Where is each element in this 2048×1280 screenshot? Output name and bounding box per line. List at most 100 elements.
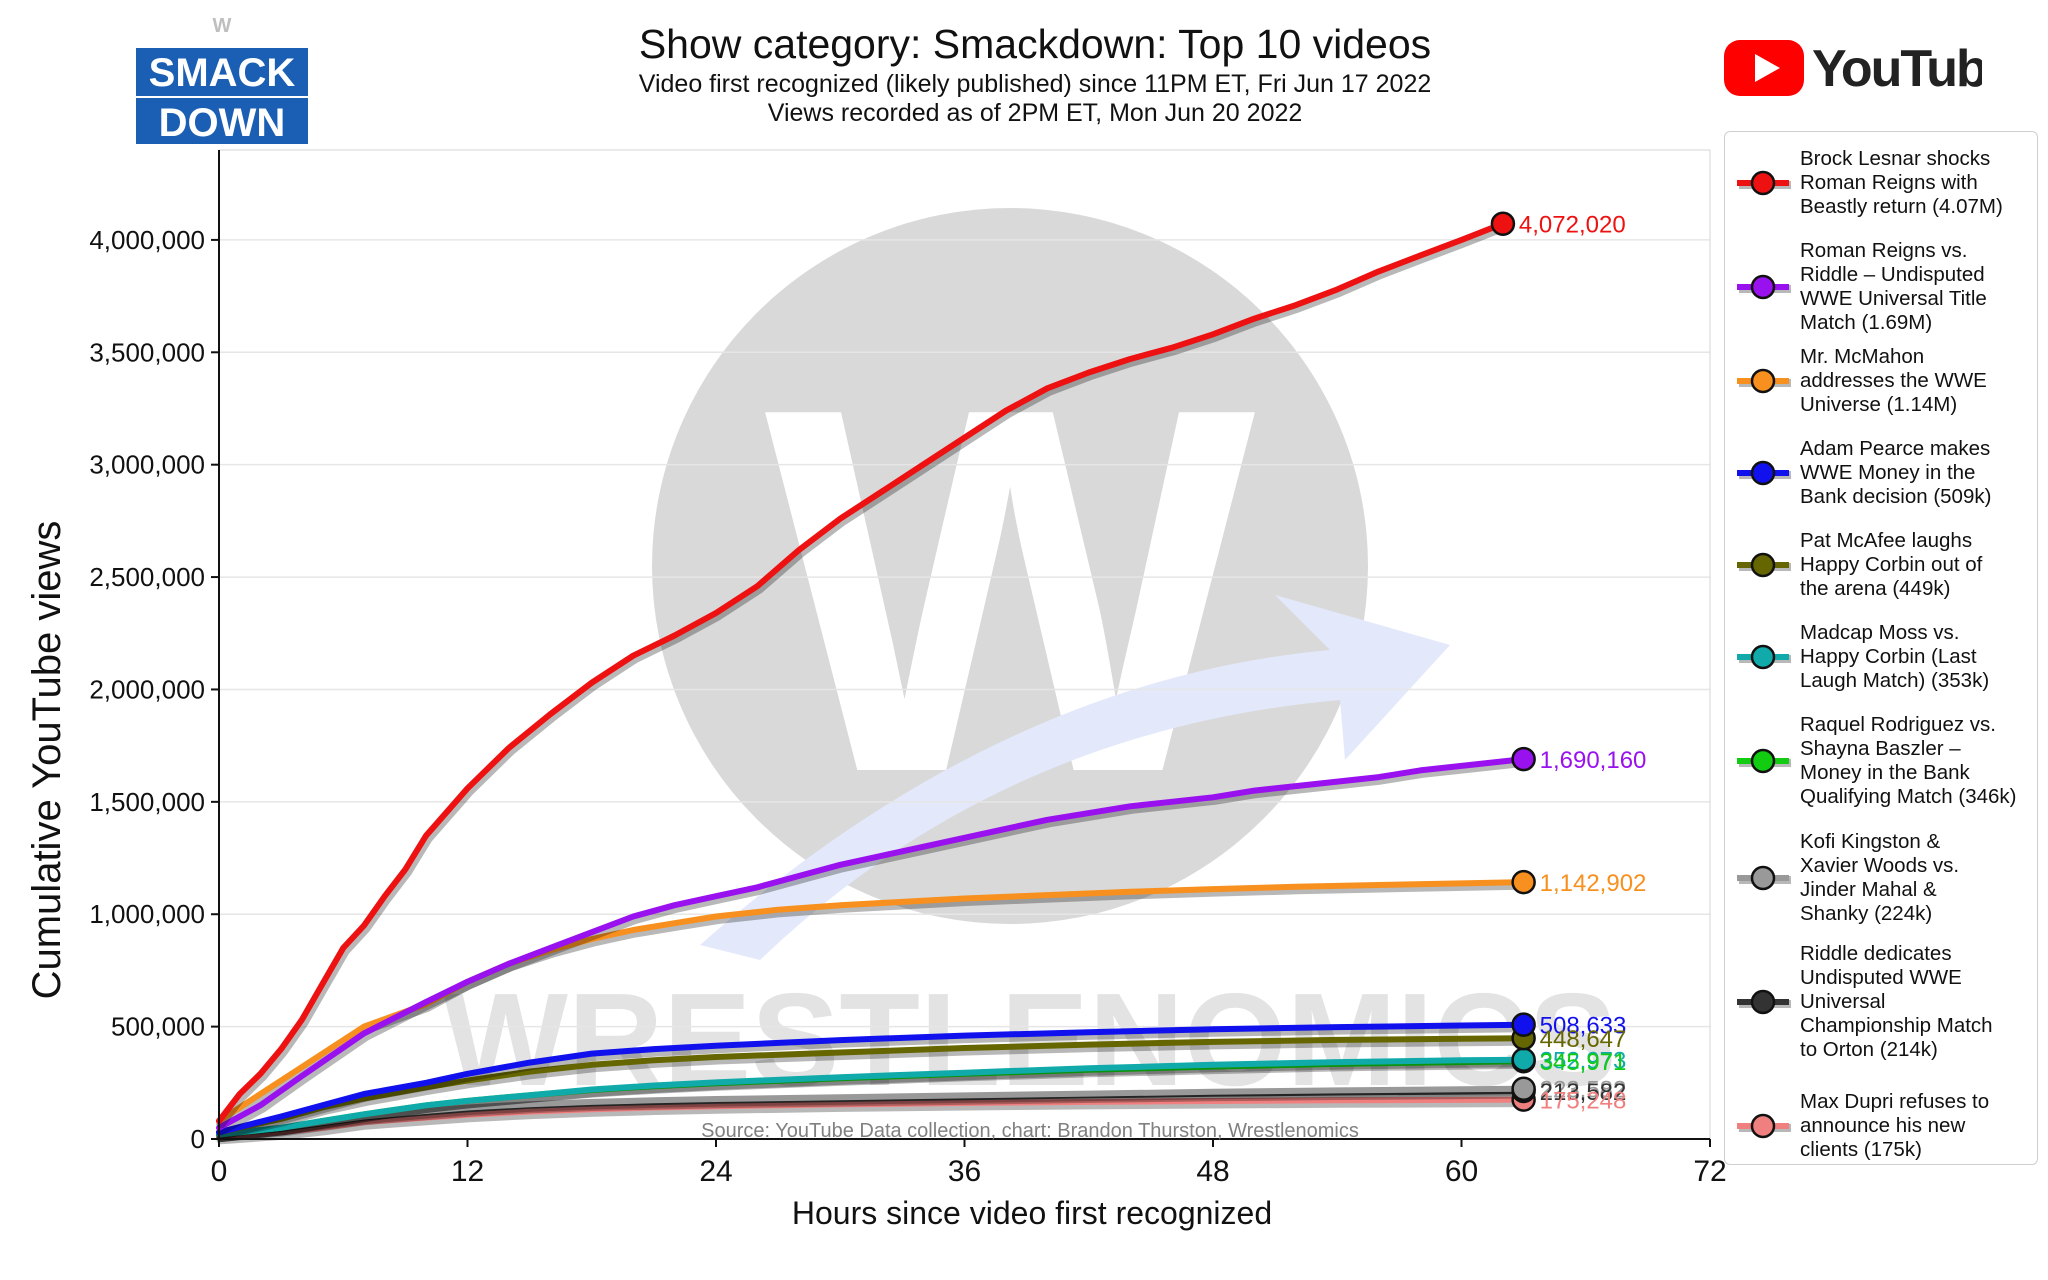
legend-label-line: Brock Lesnar shocks (1800, 147, 1991, 170)
x-tick-label: 0 (211, 1155, 228, 1188)
legend-swatch (1737, 368, 1791, 394)
legend-label: Kofi Kingston & Xavier Woods vs. Jinder Ma… (1800, 830, 2034, 926)
series-4-shadow (216, 1023, 1531, 1140)
legend-label-line: Undisputed WWE (1800, 966, 1962, 989)
legend-label-line: Madcap Moss vs. (1800, 621, 1960, 644)
y-tick-label: 1,000,000 (89, 899, 205, 929)
series-6-shadow (216, 1058, 1531, 1142)
end-value-label: 508,633 (1540, 1013, 1627, 1040)
legend-label-line: Raquel Rodriguez vs. (1800, 713, 1996, 736)
legend-label-line: Riddle – Undisputed (1800, 263, 1985, 286)
youtube-wordmark: YouTube (1812, 40, 1982, 98)
legend-label-line: addresses the WWE (1800, 369, 1987, 392)
end-point-marker (1490, 211, 1516, 236)
chart-subtitle-line-1: Video first recognized (likely published… (638, 70, 1432, 98)
smackdown-logo: W SMACK DOWN (136, 15, 308, 144)
legend-label-line: Max Dupri refuses to (1800, 1090, 1990, 1113)
legend-label: Riddle dedicates Undisputed WWE Universal C… (1800, 942, 2034, 1062)
x-axis-title: Hours since video first recognized (792, 1195, 1272, 1231)
end-value-label: 223,582 (1540, 1077, 1627, 1104)
legend-label: Madcap Moss vs. Happy Corbin (Last Laugh M… (1800, 621, 2034, 693)
legend-label: Brock Lesnar shocks Roman Reigns with Beas… (1800, 147, 2034, 219)
legend-label: Pat McAfee laughs Happy Corbin out of the … (1800, 529, 2034, 601)
smackdown-logo-word-1: SMACK (149, 51, 296, 95)
legend-label-line: Adam Pearce makes (1800, 437, 1991, 460)
legend-swatch-marker (1750, 460, 1776, 486)
end-value-label: 448,647 (1540, 1026, 1627, 1053)
legend-label-line: Money in the Bank (1800, 761, 1970, 784)
series-10-shadow (216, 1098, 1531, 1145)
legend-label-line: WWE Money in the (1800, 461, 1976, 484)
wwe-mark: W (213, 15, 232, 37)
legend-swatch (1737, 552, 1791, 578)
legend-label-line: clients (175k) (1800, 1138, 1922, 1161)
x-tick-label: 36 (948, 1155, 981, 1188)
legend-label-line: Jinder Mahal & (1800, 878, 1937, 901)
legend-label: Mr. McMahon addresses the WWE Universe (1.… (1800, 345, 2034, 417)
legend-swatch (1737, 170, 1791, 196)
series-5-line (216, 1035, 1527, 1136)
legend-label-line: Qualifying Match (346k) (1800, 785, 2017, 808)
legend-label-line: Xavier Woods vs. (1800, 854, 1960, 877)
legend-label-line: WWE Universal Title (1800, 287, 1987, 310)
legend-label-line: Riddle dedicates (1800, 942, 1952, 965)
legend-label: Adam Pearce makes WWE Money in the Bank de… (1800, 437, 2034, 509)
y-tick-label: 2,000,000 (89, 674, 205, 704)
series-5-shadow (216, 1036, 1531, 1140)
legend-label-line: Match (1.69M) (1800, 311, 1933, 334)
legend: Brock Lesnar shocks Roman Reigns with Beas… (1724, 131, 2038, 1165)
legend-swatch-marker (1750, 989, 1776, 1015)
series-8-shadow (216, 1087, 1531, 1142)
series-6 (216, 1056, 1531, 1142)
end-value-label: 352,973 (1540, 1048, 1627, 1075)
legend-label-line: Beastly return (4.07M) (1800, 195, 2003, 218)
series-7-shadow (216, 1059, 1531, 1142)
legend-label-line: Roman Reigns with (1800, 171, 1978, 194)
series-2-shadow (216, 757, 1531, 1136)
series-4 (216, 1021, 1531, 1140)
legend-label-line: Championship Match (1800, 1014, 1993, 1037)
end-point-marker (1511, 1047, 1536, 1072)
legend-label-line: Bank decision (509k) (1800, 485, 1992, 508)
legend-label-line: Universe (1.14M) (1800, 393, 1958, 416)
end-value-label: 1,142,902 (1540, 870, 1647, 897)
legend-swatch (1737, 644, 1791, 670)
legend-swatch-marker (1750, 748, 1776, 774)
end-value-label: 345,971 (1540, 1049, 1627, 1076)
legend-label-line: Kofi Kingston & (1800, 830, 1941, 853)
legend-label: Max Dupri refuses to announce his new clie… (1800, 1090, 2034, 1162)
legend-label-line: Universal (1800, 990, 1886, 1013)
end-value-label: 213,582 (1540, 1079, 1627, 1106)
legend-label: Roman Reigns vs. Riddle – Undisputed WWE U… (1800, 239, 2034, 335)
end-value-label: 1,690,160 (1540, 747, 1647, 774)
series-1 (216, 220, 1510, 1129)
legend-swatch (1737, 274, 1791, 300)
legend-swatch (1737, 989, 1791, 1015)
legend-label-line: Shanky (224k) (1800, 902, 1933, 925)
series-1-line (216, 220, 1506, 1124)
y-tick-label: 500,000 (111, 1012, 205, 1042)
end-point-marker (1511, 746, 1536, 772)
legend-swatch (1737, 460, 1791, 486)
legend-label: Raquel Rodriguez vs. Shayna Baszler – Mone… (1800, 713, 2034, 809)
x-tick-label: 24 (699, 1155, 732, 1188)
y-tick-label: 0 (191, 1124, 205, 1154)
legend-label-line: Shayna Baszler – (1800, 737, 1961, 760)
legend-swatch-marker (1750, 274, 1776, 300)
y-tick-label: 1,500,000 (89, 787, 205, 817)
y-tick-label: 4,000,000 (89, 225, 205, 255)
series-10 (216, 1096, 1531, 1145)
legend-swatch-marker (1750, 170, 1776, 196)
watermark-circle (652, 208, 1368, 924)
legend-label-line: Happy Corbin out of (1800, 553, 1983, 576)
y-tick-label: 3,500,000 (89, 337, 205, 367)
legend-swatch-marker (1750, 865, 1776, 891)
legend-label-line: announce his new (1800, 1114, 1966, 1137)
y-axis-title: Cumulative YouTube views (25, 521, 69, 1000)
legend-label-line: Pat McAfee laughs (1800, 529, 1973, 552)
series-2-line (216, 756, 1527, 1131)
legend-swatch (1737, 865, 1791, 891)
series-4-line (216, 1021, 1527, 1136)
end-point-marker (1511, 1076, 1536, 1101)
